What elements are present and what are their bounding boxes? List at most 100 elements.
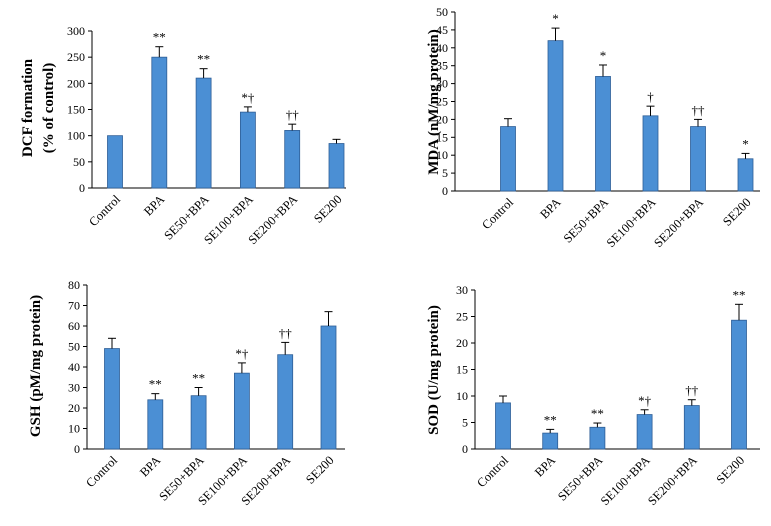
y-tick-label: 20	[436, 112, 448, 126]
bar-se50-bpa	[589, 426, 606, 450]
significance-mark: *†	[241, 90, 255, 105]
bar-control	[104, 348, 120, 450]
y-axis-title: SOD (U/mg protein)	[426, 305, 442, 435]
bar-se200-bpa	[284, 130, 301, 189]
x-category-label: SE100+BPA	[598, 453, 653, 508]
y-tick-label: 35	[436, 59, 448, 73]
y-tick-label: 0	[74, 442, 80, 456]
significance-mark: **	[192, 371, 205, 386]
y-tick-label: 100	[67, 129, 85, 143]
significance-mark: *	[600, 48, 607, 63]
bar-bpa	[147, 399, 164, 450]
y-tick-label: 15	[456, 363, 468, 377]
bar-se200	[731, 319, 747, 450]
y-tick-label: 5	[442, 166, 448, 180]
y-tick-label: 30	[436, 77, 448, 91]
bar-bpa	[151, 56, 168, 189]
y-tick-label: 50	[73, 155, 85, 169]
y-tick-label: 5	[462, 416, 468, 430]
significance-mark: **	[591, 406, 604, 421]
y-tick-label: 40	[68, 360, 80, 374]
bar-se50-bpa	[190, 395, 207, 450]
y-tick-label: 30	[456, 283, 468, 297]
significance-mark: ††	[685, 383, 699, 398]
significance-mark: ††	[279, 325, 293, 340]
x-category-label: BPA	[537, 195, 563, 221]
y-tick-label: 20	[68, 401, 80, 415]
y-tick-label: 70	[68, 299, 80, 313]
y-tick-label: 10	[68, 422, 80, 436]
significance-mark: *†	[235, 346, 249, 361]
y-tick-label: 25	[436, 95, 448, 109]
y-tick-label: 0	[442, 184, 448, 198]
y-tick-label: 250	[67, 50, 85, 64]
bar-se200	[320, 325, 337, 450]
chart-mda: 0 5 10 15 20 25 30 35 40 45 50 MDA (nM/mg protein) C…	[426, 5, 760, 250]
chart-dcf: 0 50 100 150 200 250 300 DCF formation (% of con…	[20, 24, 346, 247]
bar-se200-bpa	[690, 126, 706, 192]
y-axis-title: MDA (nM/mg protein)	[426, 29, 442, 175]
x-category-label: SE200	[720, 195, 753, 228]
chart-gsh: 0 10 20 30 40 50 60 70 80 GSH (pM/mg protein) Cont…	[28, 278, 345, 508]
x-category-label: SE200+BPA	[651, 195, 706, 250]
y-tick-label: 25	[456, 310, 468, 324]
x-category-label: SE50+BPA	[555, 453, 605, 503]
bar-control	[107, 135, 123, 189]
y-tick-label: 30	[68, 381, 80, 395]
significance-mark: **	[149, 377, 162, 392]
bar-se100-bpa	[642, 115, 659, 192]
x-category-label: SE100+BPA	[604, 195, 659, 250]
bar-se200	[737, 158, 754, 192]
x-category-label: SE200	[714, 453, 747, 486]
y-tick-label: 15	[436, 130, 448, 144]
y-axis-title: (% of control)	[41, 63, 57, 154]
y-tick-label: 80	[68, 278, 80, 292]
x-category-label: BPA	[532, 453, 558, 479]
y-tick-label: 50	[436, 5, 448, 19]
y-tick-label: 0	[462, 442, 468, 456]
x-category-label: SE200	[311, 192, 344, 225]
significance-mark: ††	[692, 102, 706, 117]
bar-se50-bpa	[595, 76, 611, 192]
y-axis-title: GSH (pM/mg protein)	[28, 295, 44, 437]
bar-se100-bpa	[233, 372, 250, 450]
x-category-label: SE200	[303, 453, 336, 486]
significance-mark: †	[647, 89, 654, 104]
y-tick-label: 60	[68, 319, 80, 333]
y-tick-label: 0	[79, 181, 85, 195]
x-category-label: SE50+BPA	[561, 195, 611, 245]
bar-se50-bpa	[195, 77, 212, 189]
bar-control	[500, 126, 516, 192]
significance-mark: **	[197, 52, 210, 67]
bar-se200-bpa	[683, 405, 700, 450]
y-tick-label: 45	[436, 23, 448, 37]
significance-mark: *†	[638, 393, 652, 408]
x-category-label: Control	[474, 453, 511, 490]
x-category-label: SE200+BPA	[645, 453, 700, 508]
bar-se200	[328, 143, 345, 189]
significance-mark: *	[742, 136, 749, 151]
significance-mark: *	[552, 11, 559, 26]
y-tick-label: 10	[456, 389, 468, 403]
significance-mark: ††	[286, 107, 300, 122]
bar-bpa	[547, 40, 564, 192]
x-category-label: Control	[86, 192, 123, 229]
bar-control	[495, 402, 511, 450]
chart-sod: 0 5 10 15 20 25 30 SOD (U/mg protein) Control ** B…	[426, 283, 760, 508]
y-axis-title: DCF formation	[20, 58, 36, 157]
y-tick-label: 300	[67, 24, 85, 38]
x-category-label: BPA	[141, 192, 167, 218]
bar-se100-bpa	[636, 414, 653, 450]
y-tick-label: 150	[67, 103, 85, 117]
y-tick-label: 40	[436, 41, 448, 55]
y-tick-label: 10	[436, 148, 448, 162]
bar-se100-bpa	[239, 111, 256, 189]
x-category-label: Control	[479, 195, 516, 232]
bar-bpa	[542, 432, 559, 450]
y-tick-label: 200	[67, 76, 85, 90]
significance-mark: **	[733, 287, 746, 302]
y-tick-label: 50	[68, 340, 80, 354]
y-tick-label: 20	[456, 336, 468, 350]
bar-se200-bpa	[277, 354, 294, 450]
